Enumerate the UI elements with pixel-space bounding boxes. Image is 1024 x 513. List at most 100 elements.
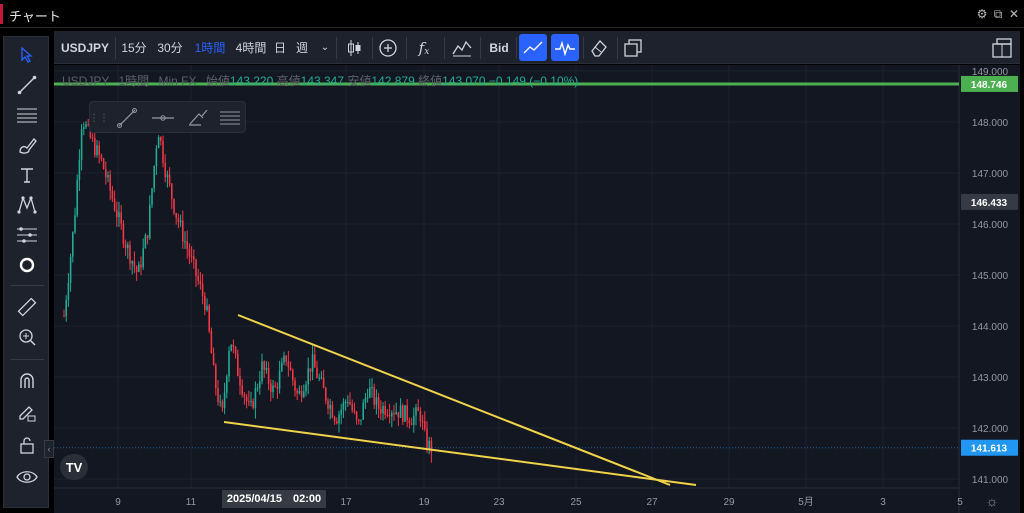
brush-icon	[19, 138, 37, 154]
trendline-icon	[17, 75, 37, 95]
float-trendline-button[interactable]	[112, 102, 142, 134]
interval-day[interactable]: 日	[273, 41, 286, 55]
interval-15m[interactable]: 15分	[121, 41, 147, 55]
candle-body	[391, 412, 393, 417]
eraser-button[interactable]	[585, 31, 613, 64]
candle-body	[204, 296, 206, 310]
candle-body	[333, 417, 336, 422]
magnet-tool[interactable]	[4, 367, 50, 395]
candle-body	[395, 412, 397, 414]
compare-button[interactable]	[374, 31, 402, 64]
candle-body	[105, 169, 107, 178]
candle-body	[384, 405, 386, 415]
candle-body	[274, 385, 276, 387]
candle-body	[124, 244, 127, 249]
magnet-icon	[20, 373, 34, 388]
candle-body	[83, 127, 85, 130]
candle-body	[100, 155, 103, 159]
prediction-tool[interactable]	[4, 221, 50, 249]
candle-body	[67, 282, 70, 301]
candle-body	[410, 423, 413, 425]
candle-style-button[interactable]	[340, 31, 368, 64]
brush-tool[interactable]	[4, 131, 50, 159]
upper-trendline[interactable]	[237, 314, 671, 486]
candle-body	[237, 354, 239, 376]
price-axis[interactable]	[959, 65, 1020, 513]
layout-button[interactable]	[988, 31, 1016, 64]
text-tool[interactable]	[4, 161, 50, 189]
trendline-tool[interactable]	[4, 71, 50, 99]
candle-body	[118, 212, 120, 218]
zoom-tool[interactable]	[4, 323, 50, 351]
trend-toggle-button[interactable]	[519, 34, 547, 61]
pulse-icon	[555, 40, 575, 56]
horizontal-line-icon	[152, 115, 174, 121]
price-badge-label: 146.433	[971, 198, 1008, 209]
lower-trendline[interactable]	[223, 421, 697, 486]
candle-body	[270, 383, 272, 393]
interval-1h[interactable]: 1時間	[194, 41, 226, 55]
clone-button[interactable]	[619, 31, 647, 64]
candle-body	[298, 390, 301, 394]
legend-high-label: 高値	[276, 74, 301, 88]
pattern-icon	[17, 195, 37, 214]
candle-body	[63, 315, 65, 317]
text-icon	[21, 168, 33, 183]
float-fib-button[interactable]	[216, 102, 244, 134]
settings-icon[interactable]: ⚙	[976, 7, 988, 21]
cursor-tool[interactable]	[4, 41, 50, 69]
price-badge-label: 148.746	[971, 80, 1008, 91]
candle-body	[221, 401, 224, 408]
chevron-down-icon[interactable]: ⌄	[320, 42, 330, 53]
chart-pane[interactable]: 149.000 148.000 147.000 146.000 145.000 144.0…	[54, 65, 1020, 513]
legend-open-label: 始値	[205, 74, 230, 88]
interval-week[interactable]: 週	[295, 41, 308, 55]
collapse-toolbar-button[interactable]: ‹	[44, 440, 54, 458]
close-icon[interactable]: ✕	[1008, 7, 1020, 21]
candle-body	[232, 344, 235, 348]
lock-drawings-tool[interactable]	[4, 399, 50, 427]
popout-icon[interactable]: ⧉	[993, 7, 1003, 21]
bid-button[interactable]: Bid	[489, 40, 509, 55]
axis-settings-icon[interactable]: ☼	[986, 493, 999, 509]
candle-body	[111, 190, 114, 200]
visibility-tool[interactable]	[4, 463, 50, 491]
symbol-button[interactable]: USDJPY	[60, 40, 110, 55]
price-chart[interactable]: 149.000 148.000 147.000 146.000 145.000 144.0…	[54, 65, 1020, 513]
time-tick-label: 25	[570, 497, 582, 508]
chart-template-icon	[452, 40, 472, 56]
pulse-toggle-button[interactable]	[551, 34, 579, 61]
float-brush-button[interactable]	[183, 102, 213, 134]
toolbar-separator	[372, 37, 373, 59]
float-horizontal-ray-button[interactable]	[148, 102, 178, 134]
candle-body	[278, 371, 281, 389]
time-tick-label: 17	[340, 497, 352, 508]
candle-body	[417, 407, 419, 411]
candle-body	[283, 355, 285, 363]
toolbar-separator	[115, 37, 116, 59]
price-badge	[961, 439, 1018, 456]
circle-tool[interactable]	[4, 251, 50, 279]
layout-icon	[992, 37, 1012, 58]
candle-body	[406, 405, 408, 421]
candle-body	[382, 405, 384, 414]
eye-icon	[16, 471, 38, 483]
fib-tool[interactable]	[4, 101, 50, 129]
candle-body	[131, 261, 133, 264]
ruler-tool[interactable]	[4, 293, 50, 321]
candle-body	[190, 256, 193, 258]
interval-4h[interactable]: 4時間	[235, 41, 267, 55]
interval-30m[interactable]: 30分	[157, 41, 183, 55]
templates-button[interactable]	[448, 31, 476, 64]
pattern-tool[interactable]	[4, 191, 50, 219]
candle-body	[362, 402, 364, 420]
candle-body	[320, 377, 323, 379]
drag-handle-icon[interactable]: ⋮⋮	[89, 112, 109, 124]
candle-body	[349, 402, 351, 405]
candle-body	[188, 248, 191, 257]
candle-body	[201, 283, 204, 297]
candle-body	[226, 376, 228, 393]
candle-body	[122, 223, 125, 245]
unlock-tool[interactable]	[4, 431, 50, 459]
